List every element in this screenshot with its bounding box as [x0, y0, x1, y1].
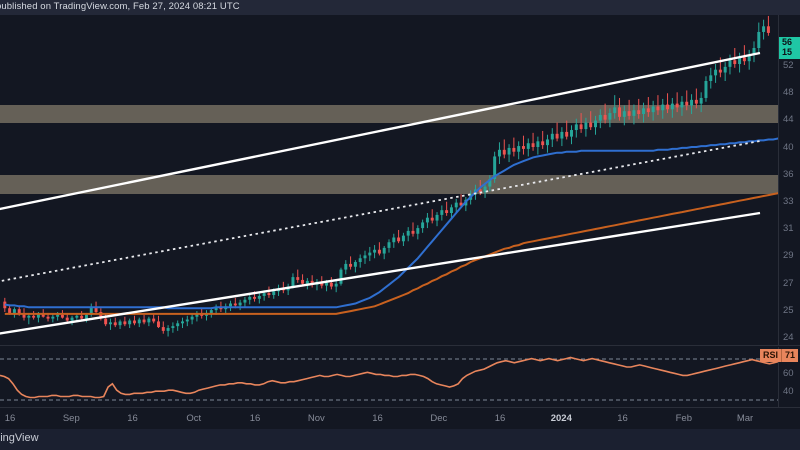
price-tick: 40: [783, 141, 794, 153]
current-price-line2: 15: [782, 47, 793, 57]
rsi-indicator-badge[interactable]: RSI 71: [760, 349, 799, 362]
time-tick-label: 16: [249, 413, 261, 424]
price-tick: 25: [783, 304, 794, 316]
channel-upper-trendline: [0, 51, 761, 211]
time-axis[interactable]: 16 Sep 16 Oct 16 Nov 16 Dec 16 2024 16 Feb Mar: [0, 407, 800, 430]
time-tick-label: Mar: [736, 413, 754, 424]
time-tick-label: 16: [4, 413, 16, 424]
price-axis[interactable]: 56 15 52 48 44 40 36 33 31 29 27 25 24: [778, 15, 800, 345]
channel-lower-trendline: [0, 211, 761, 335]
channel-midline-dotted: [0, 140, 761, 283]
time-tick-label: 16: [494, 413, 506, 424]
price-tick: 36: [783, 168, 794, 180]
ma-orange-line: [4, 192, 778, 315]
ma-blue-line: [4, 137, 778, 310]
time-tick-label: Dec: [430, 413, 448, 424]
price-chart-pane[interactable]: [0, 15, 778, 345]
candlestick-series: [3, 15, 770, 337]
price-tick: 44: [783, 114, 794, 126]
time-tick-label: Feb: [675, 413, 692, 424]
time-tick-label: Sep: [62, 413, 80, 424]
time-tick-label: 2024: [550, 413, 572, 424]
price-tick: 29: [783, 250, 794, 262]
price-tick: 52: [783, 60, 794, 71]
rsi-badge-value: 71: [781, 349, 799, 362]
header-bar: published on TradingView.com, Feb 27, 20…: [0, 0, 800, 15]
price-tick: 33: [783, 196, 794, 207]
time-tick-label: Oct: [186, 413, 202, 424]
footer-bar: TradingView: [0, 429, 800, 450]
price-tick: 24: [783, 332, 794, 343]
supply-zone-upper: [0, 105, 778, 123]
rsi-tick: 60: [783, 368, 794, 379]
time-tick-label: Nov: [307, 413, 325, 424]
price-tick: 27: [783, 277, 794, 289]
rsi-badge-label: RSI: [760, 349, 782, 362]
pane-separator: [0, 345, 800, 346]
supply-zone-lower: [0, 175, 778, 194]
price-series-layer: [0, 15, 778, 337]
price-tick: 31: [783, 223, 794, 235]
rsi-series-layer: [0, 356, 778, 401]
tradingview-watermark: TradingView: [0, 432, 39, 444]
time-tick-label: 16: [617, 413, 628, 424]
rsi-tick: 40: [783, 386, 794, 397]
current-price-line1: 56: [782, 37, 793, 47]
rsi-chart-pane[interactable]: [0, 347, 778, 407]
rsi-line: [0, 356, 778, 399]
header-publish-text: published on TradingView.com, Feb 27, 20…: [0, 1, 240, 12]
time-tick-label: 16: [127, 413, 138, 424]
current-price-badge: 56 15: [779, 37, 800, 59]
time-tick-label: 16: [372, 413, 383, 424]
price-tick: 48: [783, 87, 794, 99]
